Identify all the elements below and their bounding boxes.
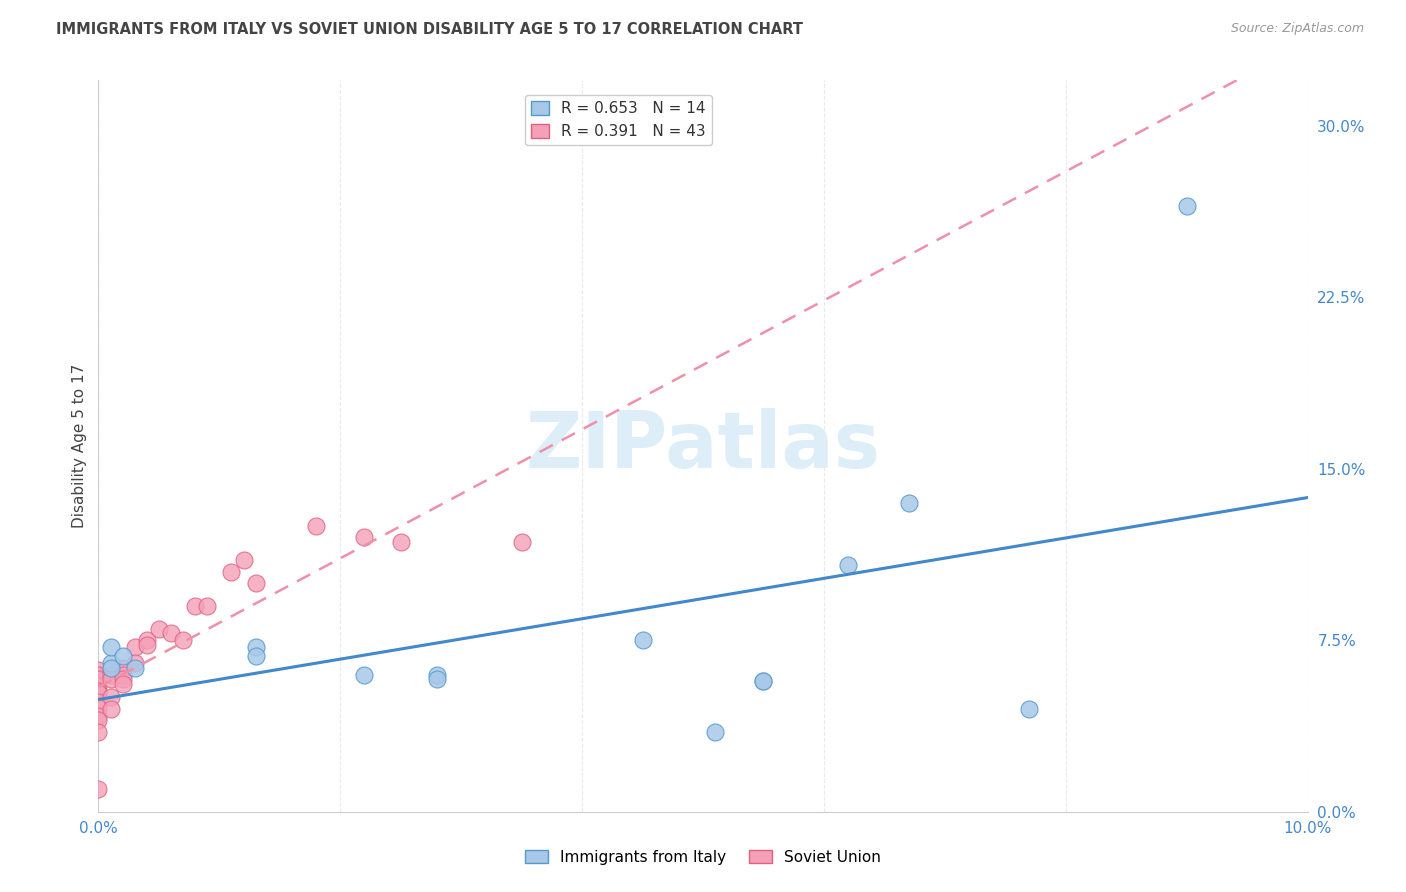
Point: [897, 496, 920, 510]
Point: [100, 640, 122, 655]
Point: [510, 535, 533, 549]
Point: [87, 699, 110, 714]
Point: [100, 656, 122, 670]
Point: [87, 714, 110, 728]
Point: [148, 622, 170, 636]
Point: [245, 576, 267, 591]
Legend: R = 0.653   N = 14, R = 0.391   N = 43: R = 0.653 N = 14, R = 0.391 N = 43: [524, 95, 711, 145]
Point: [87, 667, 110, 681]
Point: [87, 708, 110, 723]
Point: [111, 676, 134, 690]
Point: [1175, 199, 1198, 213]
Point: [245, 649, 267, 664]
Point: [87, 686, 110, 700]
Point: [124, 656, 146, 670]
Point: [87, 724, 110, 739]
Point: [195, 599, 218, 613]
Point: [111, 672, 134, 686]
Point: [111, 649, 134, 664]
Point: [87, 672, 110, 686]
Point: [87, 781, 110, 796]
Point: [87, 683, 110, 698]
Point: [124, 661, 146, 675]
Point: [87, 679, 110, 693]
Point: [426, 667, 449, 681]
Point: [100, 690, 122, 705]
Point: [184, 599, 207, 613]
Point: [135, 638, 157, 652]
Point: [135, 633, 157, 648]
Point: [100, 661, 122, 675]
Point: [100, 667, 122, 681]
Point: [1018, 702, 1040, 716]
Point: [87, 695, 110, 709]
Point: [631, 633, 654, 648]
Point: [752, 674, 775, 689]
Point: [124, 640, 146, 655]
Y-axis label: Disability Age 5 to 17: Disability Age 5 to 17: [72, 364, 87, 528]
Point: [426, 672, 449, 686]
Point: [221, 565, 243, 579]
Text: ZIPatlas: ZIPatlas: [526, 408, 880, 484]
Point: [245, 640, 267, 655]
Point: [111, 661, 134, 675]
Point: [704, 724, 727, 739]
Point: [100, 672, 122, 686]
Point: [389, 535, 412, 549]
Text: IMMIGRANTS FROM ITALY VS SOVIET UNION DISABILITY AGE 5 TO 17 CORRELATION CHART: IMMIGRANTS FROM ITALY VS SOVIET UNION DI…: [56, 22, 803, 37]
Point: [160, 626, 183, 640]
Point: [87, 667, 110, 681]
Point: [100, 702, 122, 716]
Point: [172, 633, 194, 648]
Point: [305, 519, 328, 533]
Point: [87, 663, 110, 677]
Point: [837, 558, 859, 572]
Point: [111, 667, 134, 681]
Point: [752, 674, 775, 689]
Text: Source: ZipAtlas.com: Source: ZipAtlas.com: [1230, 22, 1364, 36]
Point: [353, 667, 375, 681]
Point: [232, 553, 254, 567]
Point: [353, 530, 375, 544]
Legend: Immigrants from Italy, Soviet Union: Immigrants from Italy, Soviet Union: [519, 844, 887, 871]
Point: [100, 663, 122, 677]
